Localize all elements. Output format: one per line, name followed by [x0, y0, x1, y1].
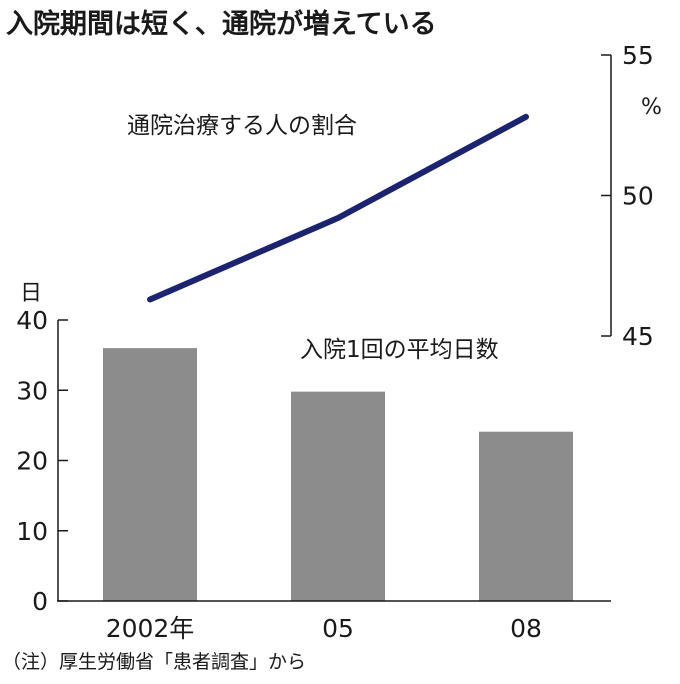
chart-title: 入院期間は短く、通院が増えている — [6, 8, 437, 40]
right-axis: % 45 50 55 — [601, 41, 662, 351]
source-note: （注）厚生労働省「患者調査」から — [2, 651, 306, 673]
line-series-label: 通院治療する人の割合 — [127, 113, 357, 139]
left-tick-label: 40 — [16, 306, 48, 335]
x-axis-labels: 2002年 05 08 — [106, 614, 542, 643]
x-tick-label: 2002年 — [106, 614, 195, 643]
left-tick-label: 10 — [16, 517, 48, 546]
left-tick-label: 0 — [32, 587, 48, 616]
bar-1 — [291, 391, 385, 601]
line-series-path — [147, 113, 529, 303]
x-tick-label: 05 — [322, 614, 354, 643]
left-tick-label: 30 — [16, 376, 48, 405]
left-axis-ticks: 0 10 20 30 40 — [16, 306, 68, 616]
bar-series — [103, 348, 573, 601]
right-axis-ticks: 45 50 55 — [601, 41, 654, 351]
right-tick-label: 55 — [622, 41, 654, 70]
x-tick-label: 08 — [510, 614, 542, 643]
left-axis: 日 0 10 20 30 40 — [16, 281, 68, 616]
bar-2 — [479, 431, 573, 601]
left-axis-unit: 日 — [20, 281, 42, 306]
bar-series-label: 入院1回の平均日数 — [300, 337, 499, 363]
right-axis-unit: % — [641, 95, 662, 120]
bar-0 — [103, 348, 197, 601]
right-tick-label: 45 — [622, 322, 654, 351]
left-tick-label: 20 — [16, 447, 48, 476]
right-tick-label: 50 — [622, 182, 654, 211]
